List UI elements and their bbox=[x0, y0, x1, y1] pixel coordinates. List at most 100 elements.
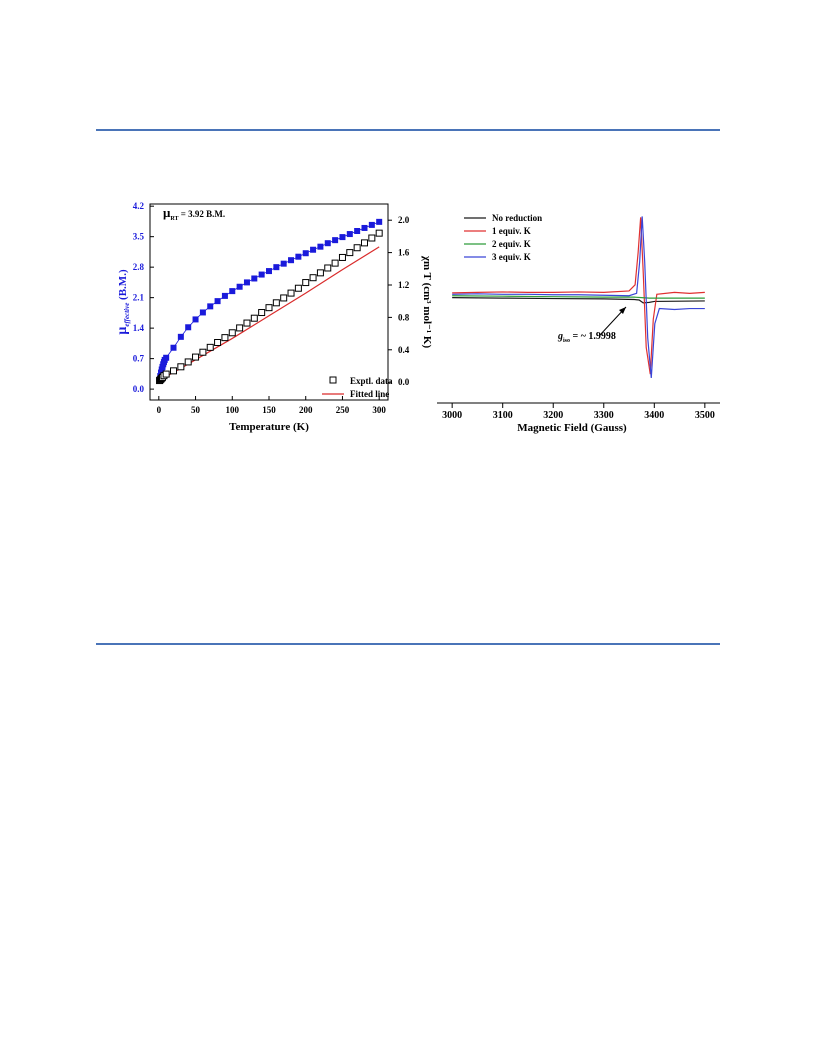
exptl-point bbox=[192, 353, 200, 361]
moment-point bbox=[368, 221, 375, 228]
exptl-point bbox=[294, 284, 302, 292]
right-y-tick-label: 0.4 bbox=[398, 345, 410, 355]
epr-trace-2 bbox=[452, 295, 705, 299]
right-y-tick-label: 1.2 bbox=[398, 280, 410, 290]
exptl-point bbox=[360, 239, 368, 247]
epr-x-tick-label: 3200 bbox=[543, 410, 563, 421]
left-x-tick-label: 150 bbox=[262, 405, 276, 415]
mu-rt-annotation: μRT = 3.92 B.M. bbox=[163, 205, 225, 222]
left-x-tick-label: 300 bbox=[372, 405, 386, 415]
exptl-point bbox=[316, 269, 324, 277]
exptl-point bbox=[243, 319, 251, 327]
exptl-point bbox=[162, 370, 170, 378]
left-x-tick-label: 200 bbox=[299, 405, 313, 415]
exptl-point bbox=[280, 294, 288, 302]
epr-x-tick-label: 3000 bbox=[442, 410, 462, 421]
moment-point bbox=[376, 218, 383, 225]
left-y-tick-label: 0.0 bbox=[133, 384, 145, 394]
right-y-axis-label: χm T (cm³ mol⁻¹ K) bbox=[421, 255, 433, 349]
epr-legend-label: 2 equiv. K bbox=[492, 239, 531, 249]
moment-point bbox=[199, 309, 206, 316]
exptl-point bbox=[199, 348, 207, 356]
moment-point bbox=[324, 240, 331, 247]
moment-point bbox=[339, 234, 346, 241]
exptl-point bbox=[265, 304, 273, 312]
epr-trace-3 bbox=[452, 216, 705, 378]
exptl-point bbox=[221, 334, 229, 342]
exptl-point bbox=[228, 329, 236, 337]
moment-point bbox=[280, 260, 287, 267]
exptl-point bbox=[331, 259, 339, 267]
epr-legend: No reduction 1 equiv. K 2 equiv. K 3 equiv.… bbox=[464, 213, 542, 262]
moment-point bbox=[163, 354, 170, 361]
moment-point bbox=[185, 324, 192, 331]
moment-point bbox=[361, 224, 368, 231]
exptl-point bbox=[346, 249, 354, 257]
magnetic-moment-plot: 0 50 100 150 200 250 300 0.0 0.7 1.4 2.1 2.8 3.5 4.2… bbox=[115, 201, 433, 433]
epr-x-axis-label: Magnetic Field (Gauss) bbox=[517, 422, 627, 434]
g-iso-annotation: giso = ~ 1.9998 bbox=[557, 306, 627, 344]
left-y-tick-label: 3.5 bbox=[133, 232, 145, 242]
top-rule bbox=[96, 129, 720, 131]
exptl-point bbox=[368, 234, 376, 242]
exptl-point bbox=[170, 367, 178, 375]
exptl-point bbox=[309, 274, 317, 282]
epr-legend-label: 3 equiv. K bbox=[492, 252, 531, 262]
moment-point bbox=[177, 333, 184, 340]
epr-legend-label: No reduction bbox=[492, 213, 542, 223]
left-x-axis-label: Temperature (K) bbox=[229, 421, 309, 433]
right-y-tick-label: 0.8 bbox=[398, 312, 410, 322]
legend-fit-label: Fitted line bbox=[350, 389, 389, 399]
exptl-point bbox=[184, 358, 192, 366]
exptl-point bbox=[258, 309, 266, 317]
right-panel-bg bbox=[436, 204, 722, 434]
legend-exptl-marker bbox=[329, 376, 337, 384]
moment-point bbox=[302, 250, 309, 257]
epr-spectrum-plot: 3000 3100 3200 3300 3400 3500 Magnetic Field … bbox=[437, 213, 720, 434]
left-x-tick-label: 100 bbox=[226, 405, 240, 415]
moment-point bbox=[214, 298, 221, 305]
left-y-tick-label: 2.8 bbox=[133, 262, 145, 272]
epr-x-tick-label: 3100 bbox=[493, 410, 513, 421]
moment-point bbox=[346, 231, 353, 238]
exptl-point bbox=[287, 289, 295, 297]
moment-point bbox=[354, 228, 361, 235]
moment-point bbox=[288, 257, 295, 264]
epr-x-tick-label: 3500 bbox=[695, 410, 715, 421]
exptl-point bbox=[272, 299, 280, 307]
legend-exptl-label: Exptl. data bbox=[350, 376, 393, 386]
g-iso-arrowhead bbox=[619, 307, 626, 314]
moment-point bbox=[266, 268, 272, 275]
left-y-axis-label: μeffective (B.M.) bbox=[115, 269, 131, 335]
moment-point bbox=[332, 237, 339, 244]
moment-point bbox=[236, 283, 243, 290]
epr-x-tick-label: 3400 bbox=[644, 410, 664, 421]
right-y-tick-label: 0.0 bbox=[398, 377, 410, 387]
moment-point bbox=[310, 246, 317, 253]
epr-legend-label: 1 equiv. K bbox=[492, 226, 531, 236]
moment-point bbox=[170, 344, 177, 351]
left-legend: Exptl. data Fitted line bbox=[322, 376, 393, 399]
left-x-tick-label: 0 bbox=[157, 405, 162, 415]
moment-point bbox=[243, 279, 250, 286]
epr-x-tick-label: 3300 bbox=[594, 410, 614, 421]
epr-trace-0 bbox=[452, 297, 705, 304]
exptl-point bbox=[214, 338, 222, 346]
exptl-point bbox=[236, 324, 244, 332]
left-x-tick-label: 250 bbox=[336, 405, 350, 415]
exptl-point bbox=[338, 253, 346, 261]
moment-point bbox=[221, 292, 228, 299]
epr-trace-1 bbox=[452, 217, 705, 375]
exptl-point bbox=[206, 343, 214, 351]
moment-point bbox=[317, 243, 324, 250]
left-x-tick-label: 50 bbox=[191, 405, 201, 415]
left-y-tick-label: 0.7 bbox=[133, 354, 145, 364]
moment-point bbox=[192, 316, 199, 323]
exptl-point bbox=[302, 279, 310, 287]
moment-point bbox=[251, 275, 258, 282]
exptl-point bbox=[250, 314, 258, 322]
exptl-point bbox=[177, 363, 185, 371]
moment-point bbox=[258, 271, 265, 278]
moment-point bbox=[295, 253, 302, 260]
